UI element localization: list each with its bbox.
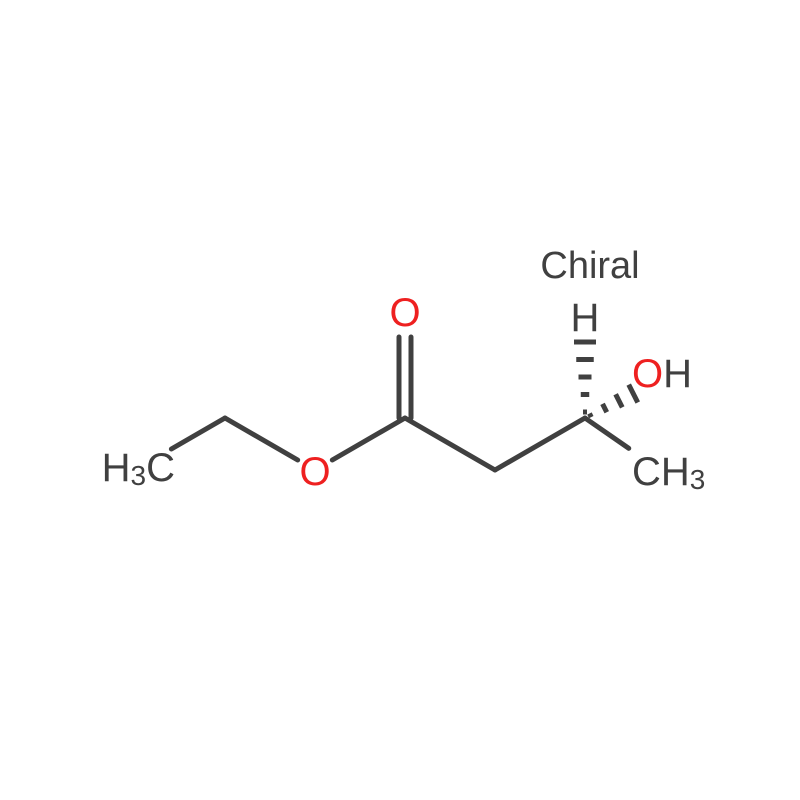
label-chiral: Chiral — [540, 245, 639, 287]
molecule-diagram: H3COOHOHCH3Chiral — [0, 0, 800, 800]
label-oh: OH — [632, 352, 692, 396]
label-o-carbonyl: O — [389, 291, 420, 335]
label-h-chiral: H — [571, 296, 600, 340]
label-o-ester: O — [299, 450, 330, 494]
